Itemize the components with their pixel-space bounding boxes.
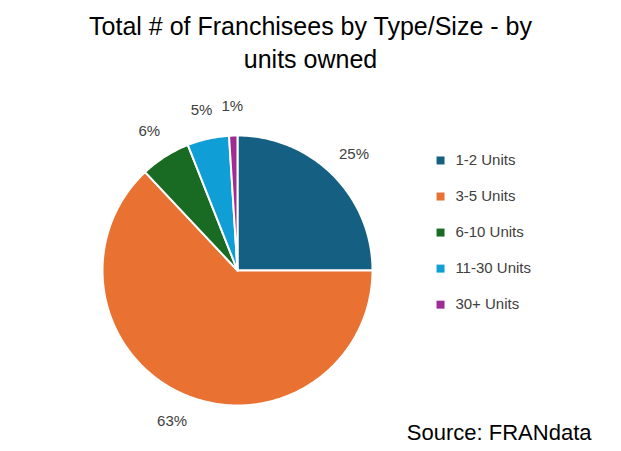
svg-text:6%: 6%	[138, 122, 160, 139]
svg-text:6-10 Units: 6-10 Units	[455, 223, 523, 240]
html-text:Total # of Franchisees by Type: Total # of Franchisees by Type/Size - by…	[89, 12, 532, 73]
svg-text:30+ Units: 30+ Units	[455, 295, 519, 312]
svg-text:5%: 5%	[191, 101, 213, 118]
svg-text:3-5 Units: 3-5 Units	[455, 187, 515, 204]
svg-text:Source: FRANdata: Source: FRANdata	[407, 420, 592, 445]
svg-text:25%: 25%	[339, 145, 369, 162]
svg-text:11-30 Units: 11-30 Units	[455, 259, 531, 276]
svg-text:1%: 1%	[221, 97, 243, 114]
svg-text:63%: 63%	[157, 412, 187, 429]
svg-text:1-2 Units: 1-2 Units	[455, 151, 515, 168]
